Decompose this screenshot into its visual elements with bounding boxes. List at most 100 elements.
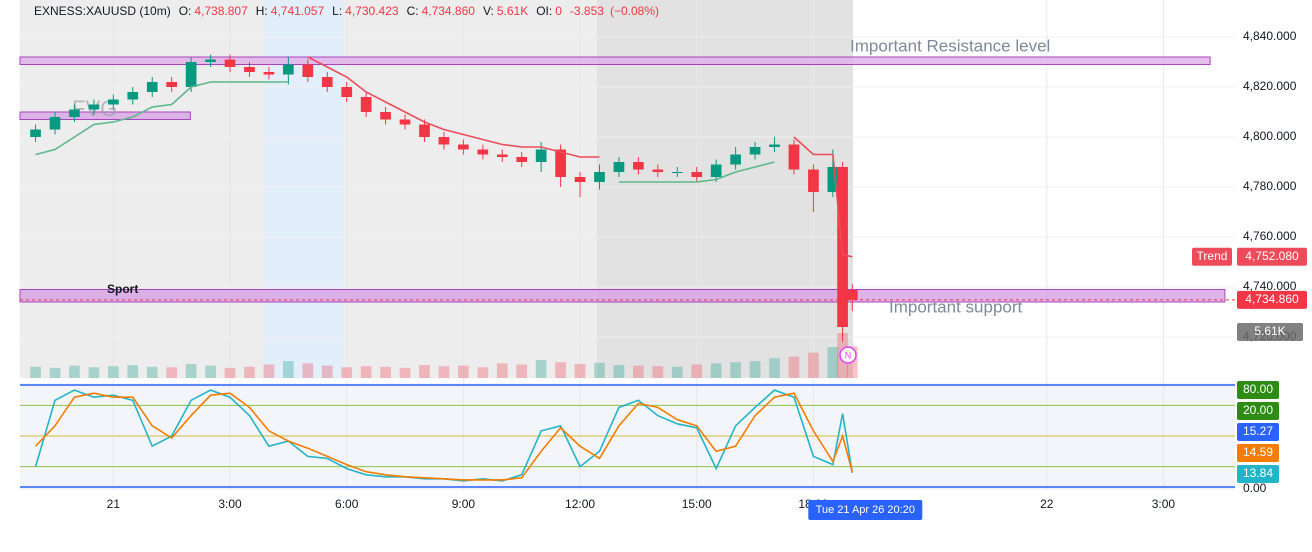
volume-bar	[633, 365, 644, 378]
candle-body	[341, 87, 353, 97]
volume-bar	[30, 366, 41, 378]
trend-line-down	[307, 56, 853, 258]
candle-body	[671, 172, 683, 173]
y-tick-label: 4,780.000	[1243, 179, 1297, 193]
volume-bar	[419, 365, 430, 378]
volume-bar	[438, 366, 450, 378]
osc-level-label: 20.00	[1243, 403, 1273, 417]
x-tick-label: 12:00	[565, 497, 595, 511]
x-tick-label: 22	[1040, 497, 1054, 511]
candle-body	[224, 59, 236, 67]
header-item: (−0.08%)	[610, 4, 659, 18]
volume-bar	[535, 360, 547, 378]
candle-body	[302, 64, 314, 77]
candle-body	[107, 99, 119, 105]
header-item: V:	[483, 4, 494, 18]
candle-body	[710, 164, 722, 177]
osc-readout-bg	[1237, 444, 1279, 462]
volume-bar	[710, 363, 722, 378]
price-badge: 4,734.860	[1245, 292, 1299, 306]
volume-bar	[652, 366, 664, 378]
volume-bar	[166, 367, 178, 378]
volume-bar	[399, 367, 411, 378]
candle-body	[749, 147, 761, 155]
volume-bar	[613, 365, 625, 378]
header-item: EXNESS:XAUUSD (10m)	[34, 4, 171, 18]
volume-bar	[49, 367, 61, 378]
candle-body	[399, 119, 411, 125]
volume-bar	[827, 347, 839, 378]
candle-body	[574, 177, 586, 182]
candle-body	[283, 64, 294, 75]
volume-bar	[244, 366, 255, 378]
volume-badge: 5.61K	[1254, 324, 1285, 338]
header-item: 4,730.423	[345, 4, 399, 18]
candle-body	[477, 149, 489, 155]
candle-body	[380, 112, 391, 120]
volume-bar	[283, 361, 294, 378]
candle-body	[166, 82, 178, 87]
zone-label: Sport	[107, 282, 138, 296]
x-tick-label: 15:00	[682, 497, 712, 511]
header-item: L:	[332, 4, 342, 18]
x-tick-label: 6:00	[335, 497, 359, 511]
candle-body	[846, 289, 858, 300]
zone-label: Important Resistance level	[850, 36, 1050, 55]
volume-bar	[671, 366, 683, 378]
volume-bar	[224, 367, 236, 378]
candle-body	[516, 157, 528, 162]
header: EXNESS:XAUUSD (10m) O: 4,738.807 H: 4,741.05…	[34, 4, 659, 18]
volume-bar	[88, 367, 100, 378]
candle-body	[535, 149, 547, 162]
header-item: 0	[555, 4, 562, 18]
volume-bar	[146, 366, 158, 378]
osc-level-label-bg	[1237, 402, 1279, 420]
volume-bar	[380, 366, 391, 378]
time-badge-bg	[808, 500, 923, 520]
volume-bar	[458, 365, 469, 378]
volume-bar	[496, 363, 508, 378]
y-tick-label: 4,800.000	[1243, 129, 1297, 143]
news-icon[interactable]	[839, 346, 857, 364]
header-item: -3.853	[570, 4, 604, 18]
volume-bar	[107, 366, 119, 378]
candle-body	[827, 167, 839, 192]
candle-body	[730, 154, 741, 165]
zone	[19, 56, 1211, 65]
x-tick-label: 21	[107, 497, 121, 511]
candle-body	[769, 144, 780, 147]
volume-bar	[185, 363, 197, 378]
candle-body	[613, 162, 625, 172]
header-item: 5.61K	[497, 4, 528, 18]
x-tick-label: 3:00	[1152, 497, 1176, 511]
osc-level-label: 80.00	[1243, 382, 1273, 396]
volume-bar	[594, 362, 605, 378]
trend-badge: 4,752.080	[1245, 249, 1299, 263]
candle-body	[652, 169, 664, 172]
osc-readout: 14.59	[1243, 445, 1273, 459]
zone	[19, 111, 191, 120]
candle-body	[244, 67, 255, 72]
candle-body	[69, 109, 80, 117]
candle-body	[321, 77, 333, 87]
volume-bar	[263, 364, 275, 378]
y-tick-label: 4,740.000	[1243, 279, 1297, 293]
osc-readout: 13.84	[1243, 466, 1273, 480]
candle-body	[30, 129, 41, 137]
candle-body	[360, 97, 372, 112]
trend-line-up	[35, 81, 775, 183]
candle-body	[438, 137, 450, 145]
volume-bar	[730, 362, 741, 378]
main-pane: Important Resistance levelFVGSportImport…	[19, 0, 1235, 490]
candle-body	[146, 82, 158, 92]
volume-bar	[477, 367, 489, 378]
volume-bar	[205, 365, 216, 378]
osc-line	[35, 392, 854, 481]
volume-bar	[321, 365, 333, 378]
candle-body	[633, 162, 644, 170]
header-item: H:	[256, 4, 268, 18]
header-item: 4,738.807	[194, 4, 248, 18]
header-item: C:	[407, 4, 419, 18]
header-item: O:	[179, 4, 192, 18]
